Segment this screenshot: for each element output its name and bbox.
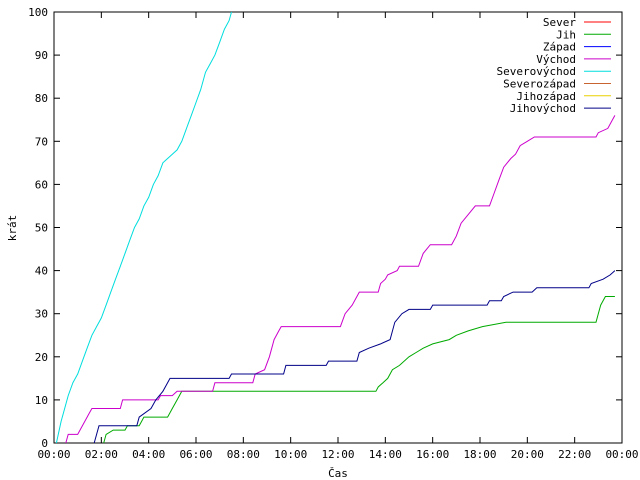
series-line-1 bbox=[103, 296, 615, 444]
x-axis-label: Čas bbox=[328, 467, 348, 480]
y-tick-label: 20 bbox=[35, 351, 48, 364]
y-axis-label: krát bbox=[6, 215, 19, 242]
y-tick-label: 40 bbox=[35, 265, 48, 278]
x-tick-label: 14:00 bbox=[369, 448, 402, 461]
legend-label: Sever bbox=[543, 16, 576, 29]
legend-label: Severovýchod bbox=[497, 65, 576, 78]
x-tick-label: 22:00 bbox=[558, 448, 591, 461]
legend-label: Jih bbox=[556, 28, 576, 41]
series-line-3 bbox=[65, 115, 616, 444]
y-tick-label: 50 bbox=[35, 222, 48, 235]
series-line-7 bbox=[93, 270, 616, 444]
series-line-4 bbox=[55, 11, 232, 444]
y-tick-label: 10 bbox=[35, 394, 48, 407]
x-tick-label: 00:00 bbox=[605, 448, 638, 461]
x-tick-label: 04:00 bbox=[132, 448, 165, 461]
x-tick-label: 06:00 bbox=[179, 448, 212, 461]
x-axis: 00:00 02:00 04:00 06:00 08:00 10:00 12:00 14:00… bbox=[37, 12, 639, 461]
series-lines bbox=[55, 11, 616, 444]
x-tick-label: 00:00 bbox=[37, 448, 70, 461]
y-tick-label: 60 bbox=[35, 178, 48, 191]
legend-label: Jihovýchod bbox=[510, 102, 576, 115]
legend-label: Severozápad bbox=[503, 78, 576, 91]
legend-label: Jihozápad bbox=[516, 90, 576, 103]
y-tick-label: 70 bbox=[35, 135, 48, 148]
y-tick-label: 90 bbox=[35, 49, 48, 62]
legend-label: Západ bbox=[543, 41, 576, 54]
x-tick-label: 02:00 bbox=[85, 448, 118, 461]
y-tick-label: 30 bbox=[35, 308, 48, 321]
x-tick-label: 16:00 bbox=[416, 448, 449, 461]
x-tick-label: 10:00 bbox=[274, 448, 307, 461]
y-tick-label: 0 bbox=[41, 437, 48, 450]
x-tick-label: 12:00 bbox=[321, 448, 354, 461]
y-tick-label: 80 bbox=[35, 92, 48, 105]
legend: SeverJihZápadVýchodSeverovýchodSeverozáp… bbox=[497, 16, 611, 115]
x-tick-label: 08:00 bbox=[227, 448, 260, 461]
x-tick-label: 18:00 bbox=[463, 448, 496, 461]
legend-label: Východ bbox=[536, 53, 576, 66]
y-tick-label: 100 bbox=[28, 6, 48, 19]
y-axis: 0 10 20 30 40 50 60 70 80 90 100 bbox=[28, 6, 622, 450]
x-tick-label: 20:00 bbox=[511, 448, 544, 461]
